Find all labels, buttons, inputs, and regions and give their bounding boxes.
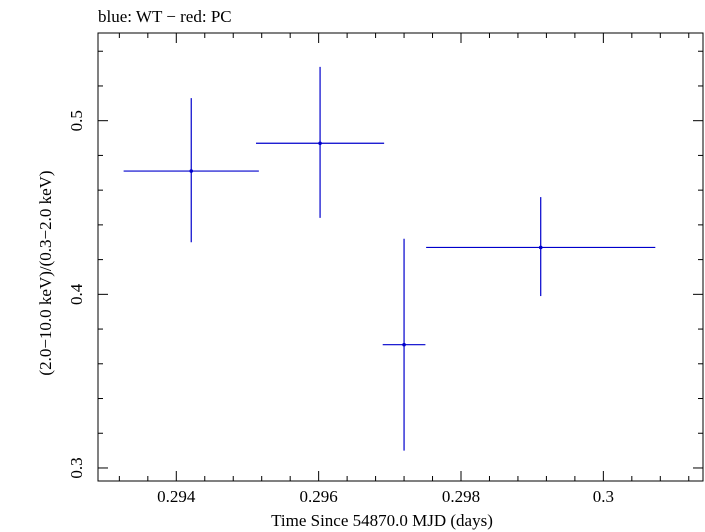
data-point bbox=[256, 66, 385, 218]
data-point bbox=[123, 98, 259, 243]
y-axis-label: (2.0−10.0 keV)/(0.3−2.0 keV) bbox=[36, 170, 55, 375]
x-tick-label: 0.3 bbox=[593, 487, 614, 506]
x-tick-label: 0.296 bbox=[300, 487, 338, 506]
x-tick-label: 0.298 bbox=[442, 487, 480, 506]
x-axis-label: Time Since 54870.0 MJD (days) bbox=[271, 511, 493, 530]
data-point bbox=[382, 238, 426, 451]
y-tick-label: 0.4 bbox=[67, 283, 86, 305]
y-tick-label: 0.3 bbox=[67, 457, 86, 478]
point-marker bbox=[538, 245, 543, 250]
data-points bbox=[123, 66, 656, 451]
plot-frame bbox=[97, 32, 704, 482]
x-tick-label: 0.294 bbox=[157, 487, 196, 506]
y-tick-label: 0.5 bbox=[67, 110, 86, 131]
chart-title: blue: WT − red: PC bbox=[98, 7, 232, 26]
data-point bbox=[426, 197, 656, 297]
point-marker bbox=[318, 141, 322, 146]
point-marker bbox=[189, 169, 194, 173]
axis-ticks: 0.294 0.296 0.298 0.3 0.3 0.4 0.5 bbox=[67, 33, 703, 506]
point-marker bbox=[402, 342, 406, 347]
